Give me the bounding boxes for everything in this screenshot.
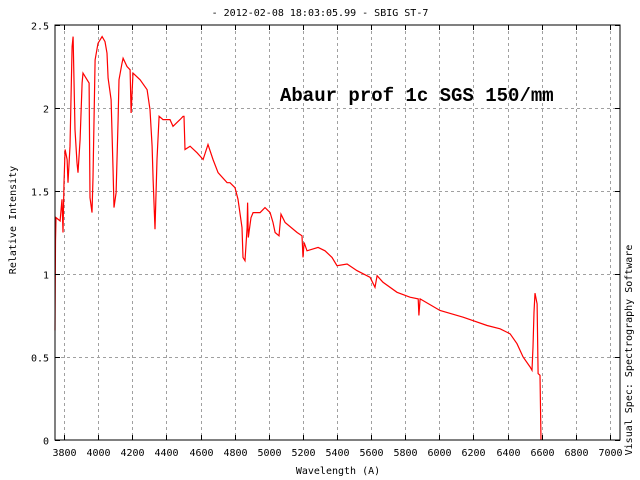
side-label: Visual Spec: Spectrography Software — [624, 245, 635, 456]
x-tick-label: 4400 — [154, 448, 178, 459]
x-tick-label: 4600 — [189, 448, 213, 459]
y-axis-label: Relative Intensity — [8, 166, 19, 274]
x-tick-label: 6400 — [496, 448, 520, 459]
y-tick-label: 0.5 — [31, 354, 49, 365]
annotation-label: Abaur prof 1c SGS 150/mm — [280, 85, 554, 107]
x-tick-label: 6200 — [461, 448, 485, 459]
x-tick-label: 4200 — [120, 448, 144, 459]
x-tick-label: 4800 — [223, 448, 247, 459]
y-tick-label: 1.5 — [31, 188, 49, 199]
x-tick-label: 3800 — [52, 448, 76, 459]
x-tick-label: 5000 — [257, 448, 281, 459]
x-tick-label: 6000 — [427, 448, 451, 459]
y-tick-label: 2.5 — [31, 22, 49, 33]
grid — [55, 25, 620, 440]
ticks: 3800 4000 4200 4400 4600 4800 5000 5200 5400 5600… — [31, 22, 623, 460]
series-layer — [54, 35, 542, 441]
x-tick-label: 5600 — [359, 448, 383, 459]
x-tick-label: 5400 — [325, 448, 349, 459]
y-tick-label: 2 — [43, 105, 49, 116]
x-tick-label: 6600 — [530, 448, 554, 459]
x-tick-label: 5200 — [291, 448, 315, 459]
y-tick-label: 0 — [43, 437, 49, 448]
spectrum-line — [54, 35, 542, 441]
chart-title: - 2012-02-08 18:03:05.99 - SBIG ST-7 — [212, 8, 429, 19]
x-axis-label: Wavelength (A) — [296, 466, 380, 477]
x-tick-label: 6800 — [564, 448, 588, 459]
x-tick-label: 4000 — [86, 448, 110, 459]
x-tick-label: 7000 — [598, 448, 622, 459]
y-tick-label: 1 — [43, 271, 49, 282]
x-tick-label: 5800 — [393, 448, 417, 459]
